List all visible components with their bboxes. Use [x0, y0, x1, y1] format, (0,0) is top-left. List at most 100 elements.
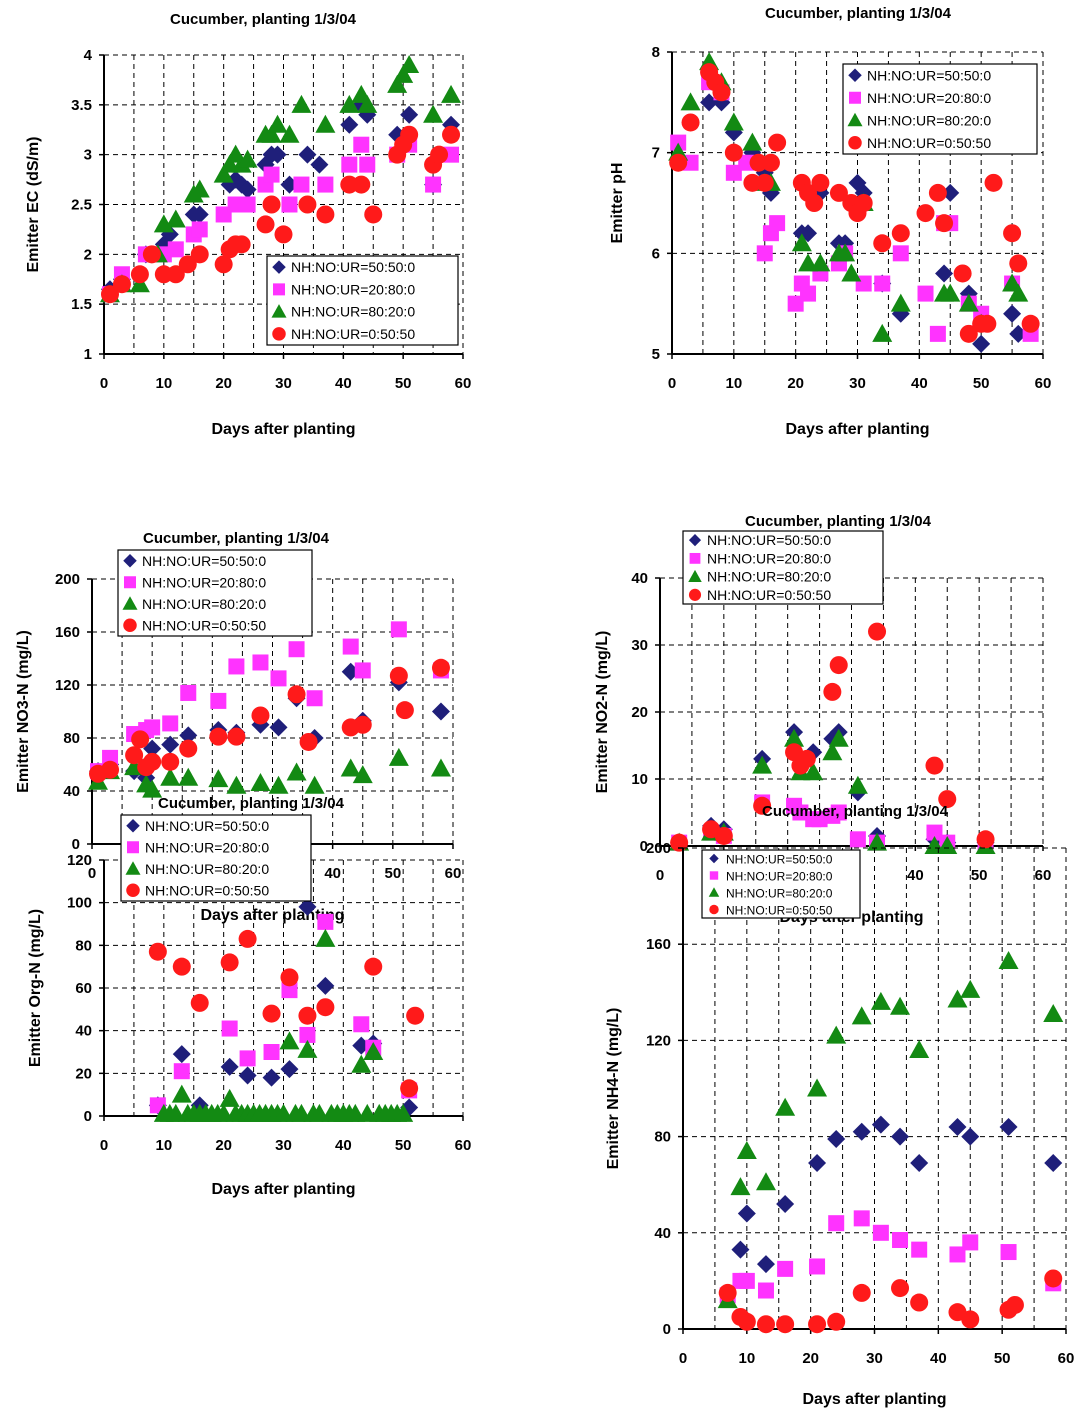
legend-label: NH:NO:UR=50:50:0	[142, 553, 266, 569]
chart-title: Cucumber, planting 1/3/04	[745, 513, 932, 530]
legend-marker	[124, 576, 136, 589]
data-point	[926, 824, 943, 841]
series-2	[719, 1210, 1062, 1304]
series-3	[717, 951, 1064, 1309]
data-point	[228, 658, 245, 675]
chart-title: Cucumber, planting 1/3/04	[158, 795, 345, 812]
data-point	[891, 1127, 910, 1146]
data-point	[425, 176, 442, 193]
y-tick-label: 80	[63, 730, 80, 747]
y-axis-label: Emitter NO2-N (mg/L)	[594, 631, 611, 794]
data-point	[299, 732, 318, 751]
data-point	[892, 245, 909, 262]
data-point	[190, 205, 209, 224]
data-point	[851, 1006, 872, 1025]
y-tick-label: 120	[67, 852, 92, 869]
legend-label: NH:NO:UR=0:50:50	[867, 135, 991, 151]
data-point	[811, 173, 830, 192]
legend-marker	[126, 883, 140, 897]
data-point	[827, 1312, 846, 1331]
data-point	[220, 1057, 239, 1076]
data-point	[999, 1117, 1018, 1136]
data-point	[791, 233, 812, 252]
data-point	[269, 718, 288, 737]
data-point	[172, 957, 191, 976]
data-point	[890, 293, 911, 312]
series-2	[670, 74, 1039, 342]
data-point	[213, 164, 234, 183]
y-tick-label: 0	[663, 1321, 671, 1338]
data-point	[161, 735, 180, 754]
legend-box	[682, 530, 884, 605]
data-point	[737, 1312, 756, 1331]
data-point	[871, 1115, 890, 1134]
x-tick-label: 60	[455, 1137, 472, 1154]
data-point	[852, 1122, 871, 1141]
y-tick-label: 60	[75, 980, 92, 997]
x-tick-label: 0	[668, 375, 676, 392]
data-point	[351, 1054, 372, 1073]
data-point	[293, 176, 310, 193]
legend-marker	[709, 853, 719, 864]
data-point	[400, 105, 419, 124]
data-point	[353, 136, 370, 153]
data-point	[776, 1315, 795, 1334]
chart-title: Cucumber, planting 1/3/04	[762, 803, 949, 820]
data-point	[972, 334, 991, 353]
legend-label: NH:NO:UR=50:50:0	[707, 532, 831, 548]
data-point	[340, 758, 361, 777]
data-point	[162, 715, 179, 732]
data-point	[830, 804, 847, 821]
data-point	[316, 205, 335, 224]
data-point	[148, 942, 167, 961]
legend-label: NH:NO:UR=50:50:0	[145, 818, 269, 834]
data-point	[389, 666, 408, 685]
data-point	[395, 701, 414, 720]
data-point	[280, 968, 299, 987]
data-point	[777, 1260, 794, 1277]
data-point	[357, 94, 378, 113]
data-point	[718, 1283, 737, 1302]
data-point	[776, 1194, 795, 1213]
data-point	[144, 719, 161, 736]
y-tick-label: 120	[646, 1032, 671, 1049]
data-point	[941, 183, 960, 202]
y-tick-label: 40	[63, 783, 80, 800]
x-tick-label: 40	[335, 375, 352, 392]
data-point	[252, 654, 269, 671]
legend-marker	[709, 871, 719, 880]
y-tick-label: 30	[631, 637, 648, 654]
y-tick-label: 160	[55, 624, 80, 641]
x-tick-label: 40	[907, 867, 924, 884]
legend-label: NH:NO:UR=80:20:0	[142, 596, 266, 612]
data-point	[238, 1066, 257, 1085]
x-tick-label: 40	[911, 375, 928, 392]
legend-marker	[123, 554, 137, 568]
legend-marker	[689, 552, 701, 564]
data-point	[274, 225, 293, 244]
data-point	[725, 164, 742, 181]
data-point	[854, 194, 873, 212]
data-point	[400, 1079, 419, 1098]
data-point	[742, 132, 763, 151]
chart-panel-6: 0 10 20 30 40 50 60 0 40 80 120 160 200 Cucumber, pla…	[605, 803, 1074, 1408]
data-point	[835, 243, 856, 262]
data-point	[167, 241, 184, 258]
legend-marker	[272, 260, 286, 274]
data-point	[316, 998, 335, 1017]
series-4	[670, 622, 995, 852]
series-1	[731, 1115, 1063, 1274]
data-point	[238, 180, 257, 199]
x-tick-label: 0	[679, 1350, 687, 1367]
data-point	[958, 293, 979, 312]
data-point	[807, 1078, 828, 1097]
legend-label: NH:NO:UR=20:80:0	[867, 90, 991, 106]
data-point	[268, 145, 287, 164]
data-point	[948, 1117, 967, 1136]
data-point	[287, 685, 306, 704]
legend-marker	[273, 283, 285, 296]
data-point	[738, 154, 755, 171]
data-point	[910, 1154, 929, 1173]
legend-box	[842, 63, 1038, 155]
data-point	[173, 1063, 190, 1080]
